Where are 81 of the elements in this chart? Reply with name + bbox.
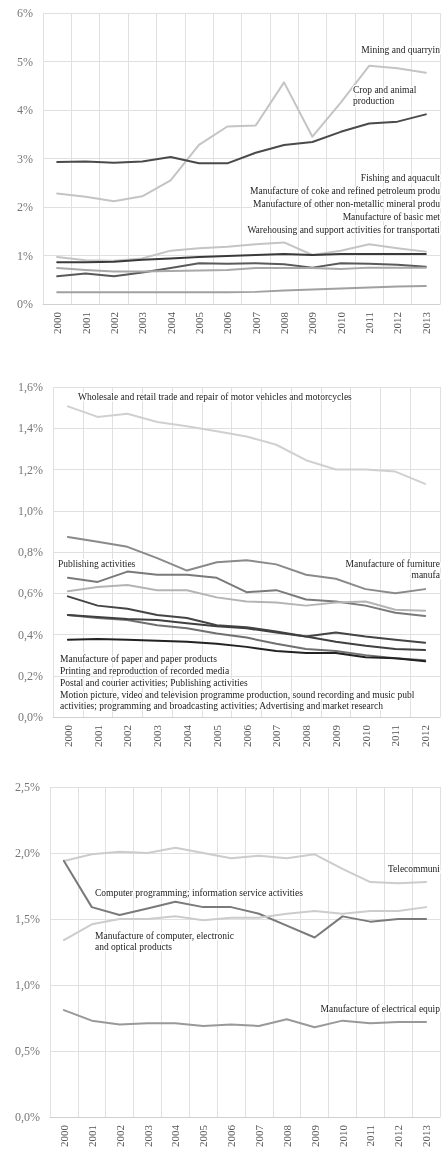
- y-tick-label: 1,0%: [18, 503, 43, 518]
- y-tick-label: 3%: [17, 151, 33, 166]
- y-tick-label: 1,2%: [18, 462, 43, 477]
- y-tick-label: 1%: [17, 248, 33, 263]
- annotation: Wholesale and retail trade and repair of motor vehicles and motorcycles: [78, 391, 353, 402]
- x-tick-label: 2009: [306, 311, 319, 334]
- annotation: Mining and quarryin: [361, 44, 441, 55]
- x-tick-label: 2000: [57, 1124, 70, 1147]
- x-tick-label: 2013: [419, 311, 432, 334]
- y-tick-label: 0%: [17, 297, 33, 311]
- x-tick-label: 2008: [278, 311, 291, 334]
- y-tick-label: 2,0%: [15, 846, 40, 860]
- x-tick-label: 2012: [419, 725, 432, 747]
- x-tick-label: 2001: [91, 725, 104, 747]
- annotation: Manufacture of coke and refined petroleum produ: [250, 185, 441, 196]
- x-tick-label: 2010: [336, 1124, 349, 1147]
- x-tick-label: 2004: [180, 724, 193, 747]
- x-tick-label: 2005: [197, 1124, 210, 1147]
- x-tick-label: 2005: [192, 311, 205, 334]
- y-tick-label: 1,0%: [15, 978, 40, 992]
- x-tick-label: 2000: [61, 724, 74, 747]
- x-tick-label: 2010: [334, 311, 347, 334]
- y-tick-label: 0,0%: [18, 710, 43, 724]
- x-tick-label: 2006: [240, 724, 253, 747]
- annotation: Printing and reproduction of recorded media: [60, 665, 230, 676]
- x-tick-label: 2003: [136, 311, 149, 334]
- y-tick-label: 1,5%: [15, 912, 40, 926]
- x-tick-label: 2004: [169, 1124, 182, 1147]
- x-tick-label: 2011: [364, 1125, 377, 1147]
- annotation: Manufacture of basic met: [342, 211, 441, 222]
- annotation: Manufacture of computer, electronic and optical products: [95, 930, 234, 952]
- x-tick-label: 2007: [270, 724, 283, 747]
- annotation: Manufacture of electrical equip: [320, 1003, 441, 1014]
- x-tick-label: 2007: [252, 1124, 265, 1147]
- x-tick-label: 2013: [420, 1124, 433, 1147]
- y-tick-label: 2,5%: [15, 780, 40, 794]
- x-tick-label: 2008: [300, 724, 313, 747]
- x-tick-label: 2006: [221, 311, 234, 334]
- y-tick-label: 6%: [17, 6, 33, 20]
- x-tick-label: 2007: [249, 311, 262, 334]
- x-tick-label: 2009: [329, 724, 342, 747]
- y-tick-label: 0,2%: [18, 668, 43, 683]
- annotation: Manufacture of furniture manufa: [345, 558, 441, 580]
- y-tick-label: 0,8%: [18, 545, 43, 559]
- x-tick-label: 2002: [121, 725, 134, 747]
- y-tick-label: 0,0%: [15, 1110, 40, 1124]
- annotation: Warehousing and support activities for transportati: [247, 224, 441, 235]
- y-tick-label: 1,4%: [18, 421, 43, 436]
- annotation: Crop and animal production: [353, 84, 417, 106]
- x-tick-label: 2004: [164, 311, 177, 334]
- annotation: Motion picture, video and television programme production, sound recording and music publ activities; programming and broadcasting activities; Advertising and market research: [60, 689, 417, 711]
- annotation: Fishing and aquacult: [360, 172, 441, 183]
- x-tick-label: 2008: [280, 1124, 293, 1147]
- x-tick-label: 2000: [51, 311, 64, 334]
- y-tick-label: 1,6%: [18, 380, 43, 394]
- x-tick-label: 2002: [107, 312, 120, 334]
- y-tick-label: 4%: [17, 103, 33, 117]
- annotation: Computer programming; information service activities: [95, 887, 304, 898]
- x-tick-label: 2005: [210, 724, 223, 747]
- x-tick-label: 2011: [389, 725, 402, 747]
- annotation: Manufacture of other non-metallic mineral produ: [252, 198, 441, 209]
- x-tick-label: 2001: [85, 1125, 98, 1147]
- annotation: Postal and courier activities; Publishing activities: [60, 677, 248, 688]
- x-tick-label: 2009: [308, 1124, 321, 1147]
- x-tick-label: 2010: [359, 724, 372, 747]
- x-tick-label: 2011: [363, 312, 376, 334]
- x-tick-label: 2012: [391, 312, 404, 334]
- x-tick-label: 2001: [79, 312, 92, 334]
- y-tick-label: 0,6%: [18, 586, 43, 601]
- y-tick-label: 2%: [17, 200, 33, 214]
- y-tick-label: 0,4%: [18, 627, 43, 642]
- x-tick-label: 2003: [151, 724, 164, 747]
- annotation: Manufacture of paper and paper products: [60, 653, 218, 664]
- y-tick-label: 5%: [17, 54, 33, 69]
- y-tick-label: 0,5%: [15, 1044, 40, 1058]
- x-tick-label: 2002: [113, 1125, 126, 1147]
- x-tick-label: 2003: [141, 1124, 154, 1147]
- annotation: Publishing activities: [58, 558, 136, 569]
- x-tick-label: 2012: [392, 1125, 405, 1147]
- annotation: Telecommuni: [387, 863, 441, 874]
- x-tick-label: 2006: [225, 1124, 238, 1147]
